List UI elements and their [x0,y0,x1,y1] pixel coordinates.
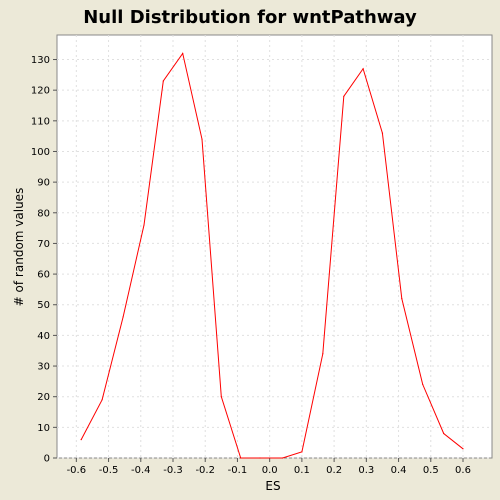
x-tick-label: -0.2 [195,465,215,476]
data-point [281,457,284,459]
data-point [401,298,403,300]
x-tick-label: -0.1 [228,465,248,476]
y-tick-label: 0 [44,454,50,465]
data-point [162,80,164,82]
x-axis-label: ES [265,479,280,493]
x-tick-label: 0.0 [262,465,278,476]
y-tick-label: 50 [37,300,50,311]
y-tick-label: 30 [37,362,50,373]
x-tick-label: -0.5 [99,465,119,476]
data-point [143,224,145,226]
data-point [182,52,184,54]
y-tick-label: 80 [37,208,50,219]
series-layer [80,52,464,459]
y-tick-label: 90 [37,178,50,189]
y-tick-label: 110 [31,116,50,127]
y-axis-label: # of random values [12,188,26,307]
data-point [343,95,345,97]
y-tick-label: 40 [37,331,50,342]
data-point [240,457,242,459]
y-tick-label: 100 [31,147,50,158]
series-line [80,52,464,459]
data-point [101,399,103,401]
x-tick-label: 0.3 [358,465,374,476]
axes: -0.6 -0.5 -0.4 -0.3 -0.2 -0.1 0.0 0.1 0.2 0.3 0.4 0… [31,55,471,476]
data-point [80,439,82,441]
x-tick-label: -0.4 [131,465,151,476]
data-point [301,451,303,453]
data-point [381,132,384,134]
x-tick-label: 0.4 [391,465,407,476]
y-tick-label: 10 [37,423,50,434]
chart-title: Null Distribution for wntPathway [83,7,417,28]
data-point [259,457,261,459]
y-tick-label: 60 [37,270,50,281]
x-tick-label: 0.5 [423,465,439,476]
x-tick-label: -0.3 [163,465,183,476]
data-point [462,448,464,450]
y-tick-label: 130 [31,55,50,66]
x-tick-label: -0.6 [67,465,87,476]
y-tick-label: 70 [37,239,50,250]
data-point [122,316,124,318]
data-point [220,396,222,398]
x-tick-label: 0.6 [455,465,471,476]
y-tick-label: 20 [37,392,50,403]
data-point [422,383,424,386]
x-tick-label: 0.1 [294,465,310,476]
plot-area [56,34,493,459]
data-point [201,138,203,140]
gridlines [57,35,492,459]
y-tick-label: 120 [31,86,50,97]
data-point [322,353,324,355]
data-point [362,68,364,70]
x-tick-label: 0.2 [326,465,342,476]
data-point [443,432,445,435]
